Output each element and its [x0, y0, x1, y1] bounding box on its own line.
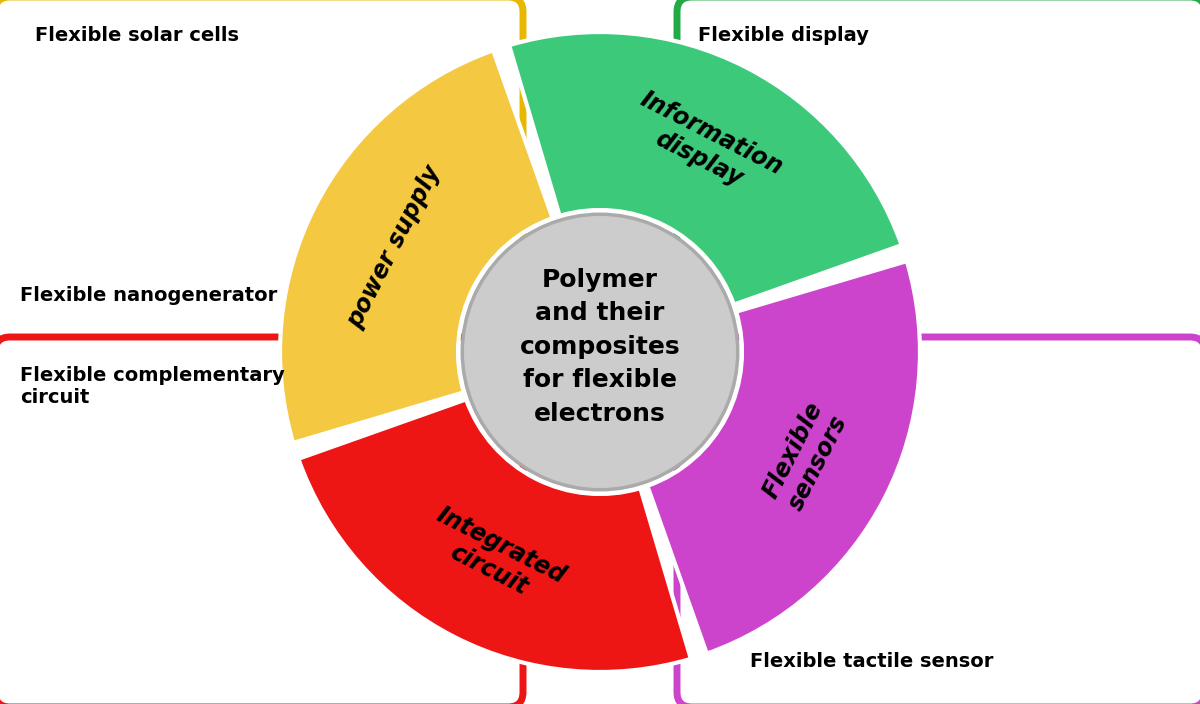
Text: Flexible complementary
circuit: Flexible complementary circuit	[20, 366, 284, 407]
Text: Flexible solar cells: Flexible solar cells	[35, 26, 239, 45]
Text: power supply: power supply	[343, 162, 445, 332]
FancyBboxPatch shape	[677, 337, 1200, 704]
Text: Flexible tactile sensor: Flexible tactile sensor	[750, 652, 994, 671]
FancyBboxPatch shape	[677, 0, 1200, 359]
Ellipse shape	[462, 214, 738, 490]
Wedge shape	[280, 51, 552, 443]
Wedge shape	[648, 261, 920, 653]
FancyBboxPatch shape	[0, 337, 523, 704]
Text: Flexible nanogenerator: Flexible nanogenerator	[20, 286, 277, 305]
Text: Polymer
and their
composites
for flexible
electrons: Polymer and their composites for flexibl…	[520, 268, 680, 426]
Text: Integrated
circuit: Integrated circuit	[420, 503, 570, 613]
Wedge shape	[509, 32, 901, 305]
Wedge shape	[299, 399, 691, 672]
FancyBboxPatch shape	[0, 0, 523, 359]
Text: Flexible display: Flexible display	[698, 26, 869, 45]
Text: Information
display: Information display	[623, 87, 786, 205]
Text: Flexible
sensors: Flexible sensors	[758, 398, 853, 515]
